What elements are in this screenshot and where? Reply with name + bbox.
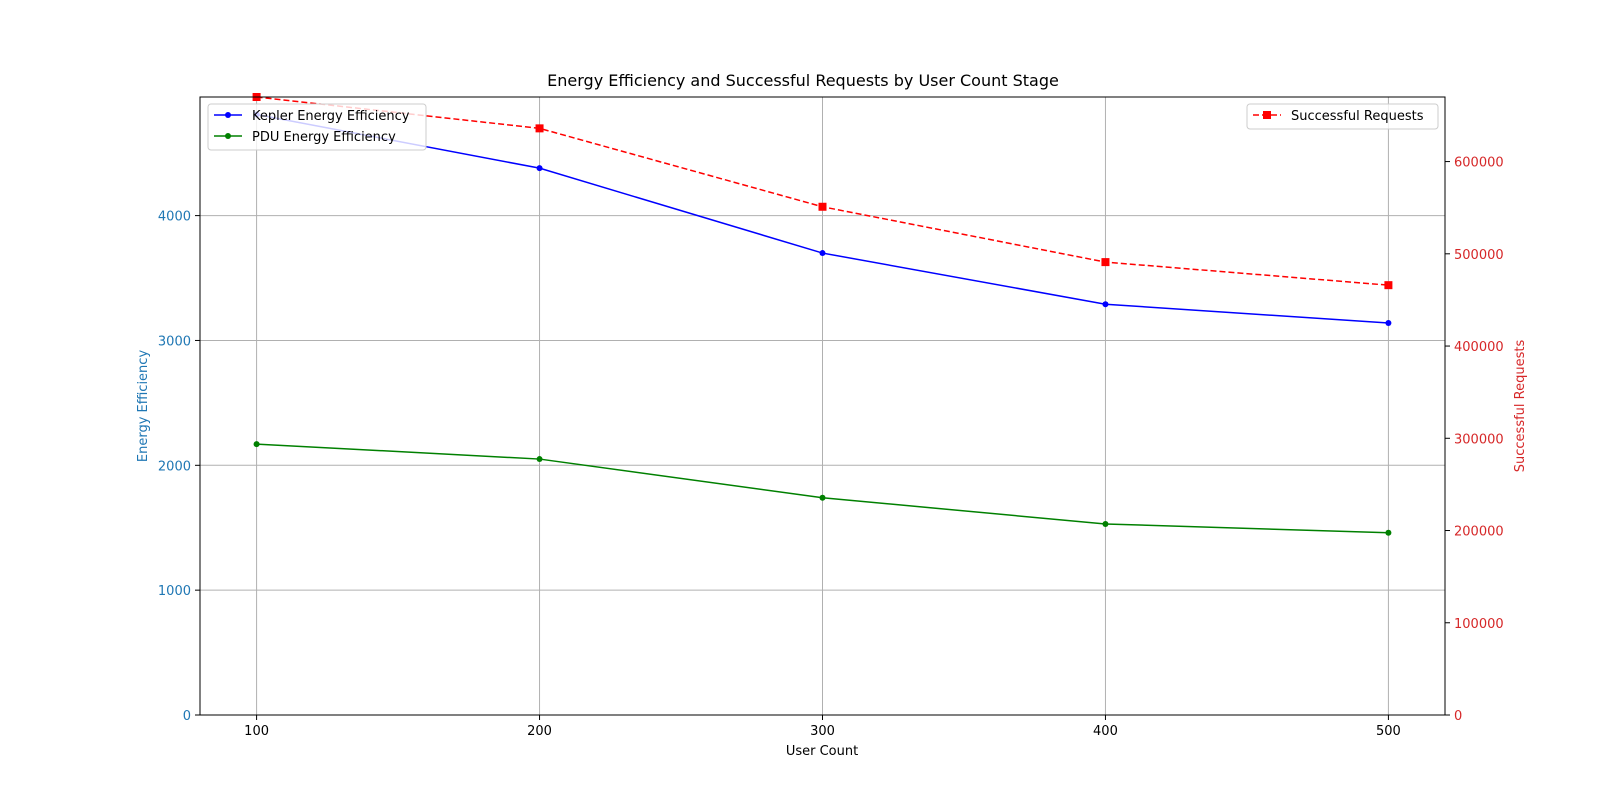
- legend-right-box: [1246, 103, 1439, 130]
- y-right-tick-label: 300000: [1454, 432, 1504, 447]
- y-right-tick-label: 400000: [1454, 340, 1504, 355]
- x-axis-label: User Count: [786, 744, 858, 759]
- data-point-0: [536, 165, 543, 172]
- data-point-0: [819, 250, 826, 257]
- legend-right: Successful Requests: [1246, 103, 1439, 130]
- y-left-tick-label: 2000: [158, 459, 191, 474]
- data-point-0: [1102, 301, 1109, 308]
- x-axis: 100 200 300 400 500: [244, 715, 1401, 739]
- legend-pdu-marker: [225, 133, 231, 139]
- legend-pdu-label: PDU Energy Efficiency: [252, 130, 396, 145]
- y-right-tick-label: 200000: [1454, 525, 1504, 540]
- y-right-tick-label: 500000: [1454, 248, 1504, 263]
- x-tick-label: 400: [1093, 724, 1118, 739]
- data-point-2: [818, 202, 827, 211]
- data-point-1: [536, 456, 543, 463]
- legend-left: Kepler Energy Efficiency PDU Energy Effi…: [207, 103, 427, 151]
- data-point-1: [1385, 529, 1392, 536]
- y-right-tick-label: 0: [1454, 709, 1462, 724]
- data-point-1: [1102, 520, 1109, 527]
- legend-left-box: [207, 103, 427, 151]
- x-tick-label: 200: [527, 724, 552, 739]
- y-left-tick-label: 0: [183, 709, 191, 724]
- y-axis-left-label: Energy Efficiency: [136, 350, 151, 463]
- x-tick-label: 100: [244, 724, 269, 739]
- y-axis-left: 0 1000 2000 3000 4000: [158, 210, 200, 724]
- data-point-2: [1384, 281, 1393, 290]
- data-point-1: [253, 441, 260, 448]
- y-axis-right-label: Successful Requests: [1513, 340, 1528, 473]
- legend-requests-label: Successful Requests: [1291, 109, 1424, 124]
- chart-title: Energy Efficiency and Successful Request…: [547, 71, 1059, 90]
- legend-requests-marker: [1263, 111, 1271, 119]
- legend-kepler-marker: [225, 112, 231, 118]
- y-left-tick-label: 1000: [158, 584, 191, 599]
- y-right-tick-label: 600000: [1454, 156, 1504, 171]
- data-point-2: [1101, 258, 1110, 267]
- x-tick-label: 500: [1376, 724, 1401, 739]
- y-axis-right: 0 100000 200000 300000 400000 500000 600000: [1445, 156, 1504, 724]
- legend-kepler-label: Kepler Energy Efficiency: [252, 109, 410, 124]
- grid: [200, 97, 1445, 716]
- x-tick-label: 300: [810, 724, 835, 739]
- data-point-2: [535, 124, 544, 133]
- y-left-tick-label: 4000: [158, 210, 191, 225]
- y-left-tick-label: 3000: [158, 334, 191, 349]
- data-point-1: [819, 494, 826, 501]
- data-point-0: [1385, 319, 1392, 326]
- y-right-tick-label: 100000: [1454, 617, 1504, 632]
